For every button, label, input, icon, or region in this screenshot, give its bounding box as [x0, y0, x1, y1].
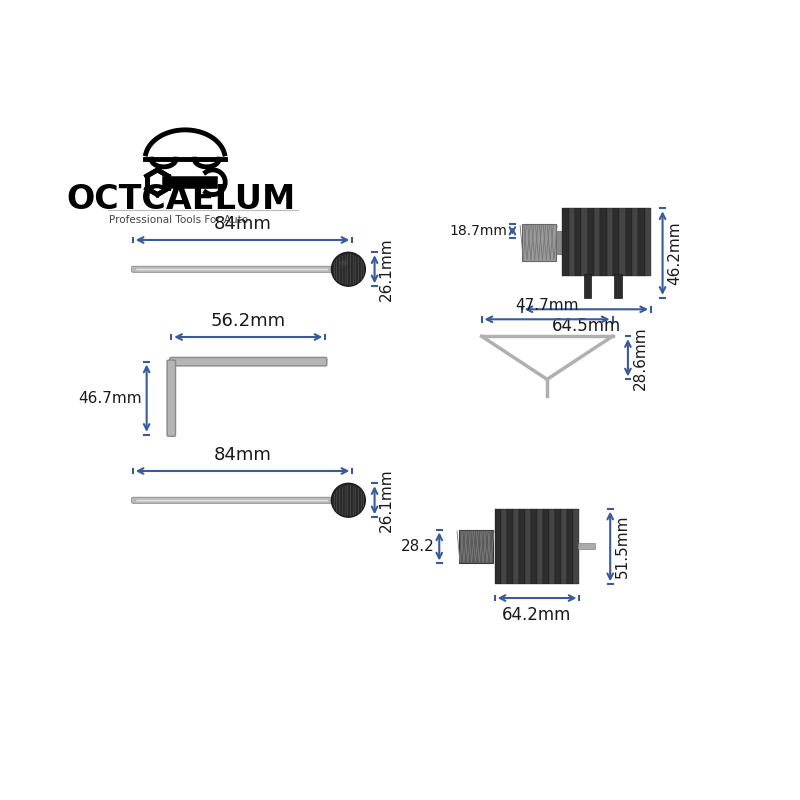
- Bar: [645, 209, 651, 276]
- Bar: [575, 209, 582, 276]
- Bar: [543, 509, 549, 584]
- Polygon shape: [206, 174, 221, 190]
- Text: 28.2: 28.2: [401, 539, 434, 554]
- Bar: [555, 509, 562, 584]
- Bar: [513, 509, 519, 584]
- Polygon shape: [194, 159, 219, 167]
- Bar: [614, 274, 622, 298]
- Circle shape: [151, 176, 163, 188]
- Text: OCTCAELUM: OCTCAELUM: [66, 182, 296, 216]
- Bar: [567, 509, 574, 584]
- Text: 64.2mm: 64.2mm: [502, 606, 572, 624]
- Bar: [519, 509, 525, 584]
- Bar: [601, 209, 606, 276]
- Polygon shape: [151, 159, 176, 167]
- Bar: [556, 230, 562, 254]
- Bar: [494, 509, 501, 584]
- Text: 47.7mm: 47.7mm: [515, 298, 579, 313]
- Text: 84mm: 84mm: [214, 215, 271, 233]
- Bar: [537, 509, 543, 584]
- Bar: [574, 509, 579, 584]
- Bar: [582, 209, 588, 276]
- Text: 51.5mm: 51.5mm: [615, 514, 630, 578]
- Circle shape: [152, 177, 163, 188]
- Bar: [507, 509, 513, 584]
- Bar: [531, 509, 537, 584]
- Bar: [594, 209, 601, 276]
- FancyBboxPatch shape: [132, 497, 333, 503]
- Bar: [525, 509, 531, 584]
- FancyBboxPatch shape: [167, 360, 175, 436]
- Text: 84mm: 84mm: [214, 446, 271, 464]
- Text: 28.6mm: 28.6mm: [633, 326, 647, 390]
- Bar: [569, 209, 575, 276]
- Bar: [584, 274, 591, 298]
- Bar: [562, 509, 567, 584]
- Bar: [626, 209, 632, 276]
- FancyBboxPatch shape: [578, 543, 595, 550]
- Text: 26.1mm: 26.1mm: [379, 469, 394, 532]
- FancyBboxPatch shape: [170, 358, 327, 366]
- Text: 64.5mm: 64.5mm: [552, 317, 621, 335]
- Bar: [638, 209, 645, 276]
- FancyBboxPatch shape: [132, 266, 333, 272]
- Ellipse shape: [340, 261, 348, 266]
- Text: Professional Tools For Auto: Professional Tools For Auto: [110, 215, 249, 226]
- Bar: [606, 209, 613, 276]
- Bar: [619, 209, 626, 276]
- Text: 46.2mm: 46.2mm: [667, 222, 682, 285]
- Bar: [549, 509, 555, 584]
- Text: 46.7mm: 46.7mm: [78, 390, 142, 406]
- Bar: [501, 509, 507, 584]
- Bar: [458, 530, 493, 563]
- Text: 56.2mm: 56.2mm: [210, 312, 286, 330]
- Bar: [562, 209, 569, 276]
- Circle shape: [331, 252, 366, 286]
- Bar: [522, 224, 556, 261]
- Circle shape: [331, 483, 366, 517]
- Bar: [613, 209, 619, 276]
- FancyBboxPatch shape: [136, 269, 328, 270]
- Text: 26.1mm: 26.1mm: [379, 238, 394, 301]
- Text: 18.7mm: 18.7mm: [450, 224, 508, 238]
- Bar: [588, 209, 594, 276]
- FancyBboxPatch shape: [136, 500, 328, 502]
- Bar: [632, 209, 638, 276]
